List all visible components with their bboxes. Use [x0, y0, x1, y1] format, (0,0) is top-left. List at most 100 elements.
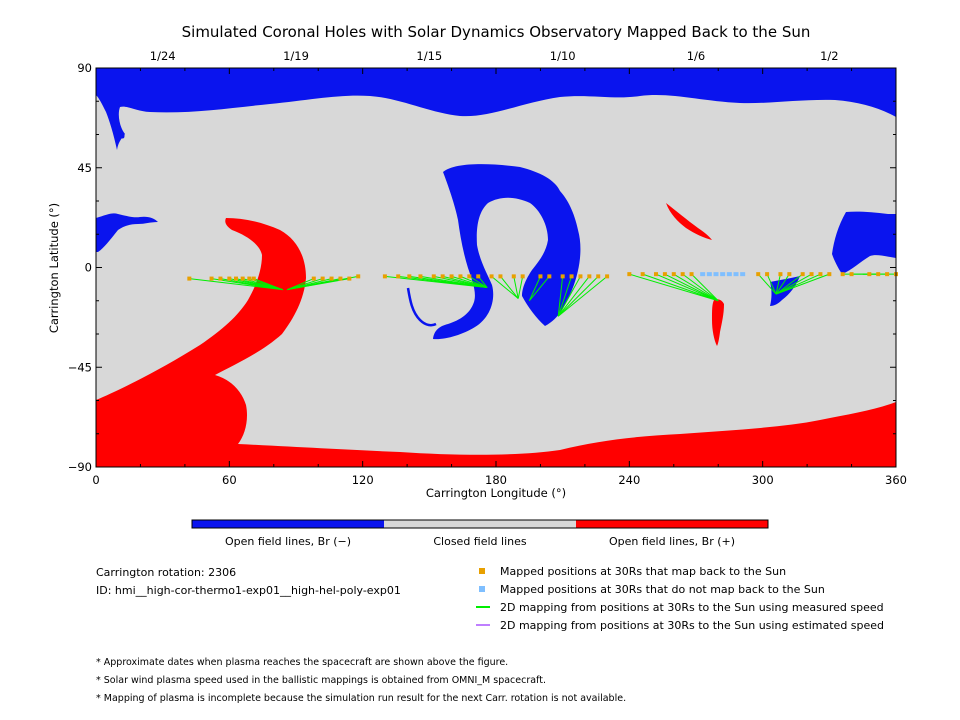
mapped-point	[818, 272, 823, 277]
mapped-point	[320, 276, 325, 281]
legend-label: Mapped positions at 30Rs that map back t…	[500, 565, 786, 578]
not-mapped-point	[726, 272, 732, 277]
mapped-point	[458, 274, 463, 279]
mapping-line	[528, 276, 550, 302]
mapping-line	[557, 276, 581, 317]
mapped-point	[840, 272, 845, 277]
mapped-point	[251, 276, 256, 281]
north-polar-streamer	[118, 126, 125, 139]
mapping-line	[500, 276, 519, 299]
mapped-point	[240, 276, 245, 281]
south-polar-coronal-hole	[96, 218, 896, 467]
mapping-line	[775, 274, 781, 295]
x-tick-label: 120	[352, 473, 374, 487]
mapped-point	[680, 272, 685, 277]
mapped-point	[578, 274, 583, 279]
mapped-point	[885, 272, 890, 277]
mapped-point	[800, 272, 805, 277]
mapped-point	[407, 274, 412, 279]
mapped-point	[311, 276, 316, 281]
mapping-line	[557, 275, 608, 317]
legend-label: 2D mapping from positions at 30Rs to the…	[500, 601, 884, 614]
mapping-line	[629, 273, 719, 302]
not-mapped-point	[720, 272, 726, 277]
mapped-point	[356, 274, 361, 279]
mapping-line	[691, 273, 719, 302]
x-tick-label: 360	[885, 473, 907, 487]
x-tick-label: 240	[618, 473, 640, 487]
x-tick-label: 300	[752, 473, 774, 487]
x-axis-label: Carrington Longitude (°)	[426, 486, 566, 500]
mapped-point	[605, 274, 610, 279]
mapping-line	[557, 276, 564, 317]
mapping-line	[642, 273, 719, 302]
mapped-point	[209, 276, 214, 281]
mapped-point	[329, 276, 334, 281]
mapped-point	[520, 274, 525, 279]
mapped-point	[440, 274, 445, 279]
mapping-line	[673, 273, 719, 302]
mapping-line	[528, 276, 541, 301]
central-coronal-hole	[433, 164, 581, 340]
mapped-point	[489, 274, 494, 279]
top-date-label: 1/2	[820, 49, 839, 63]
western-coronal-hole	[96, 213, 158, 252]
y-tick-label: 0	[85, 261, 92, 275]
mapping-line	[775, 273, 790, 295]
mapped-point	[476, 274, 481, 279]
colorbar-segment	[384, 520, 576, 528]
colorbar-segment	[576, 520, 768, 528]
y-tick-label: 45	[77, 161, 92, 175]
top-date-label: 1/15	[416, 49, 442, 63]
chart-title: Simulated Coronal Holes with Solar Dynam…	[182, 23, 811, 41]
north-polar-coronal-hole	[96, 68, 896, 150]
top-date-label: 1/10	[550, 49, 576, 63]
mapped-point	[449, 274, 454, 279]
mapping-line	[757, 273, 777, 295]
mapped-point	[247, 276, 252, 281]
top-date-label: 1/24	[150, 49, 176, 63]
mapping-line	[664, 273, 719, 302]
mapped-point	[587, 274, 592, 279]
legend: Mapped positions at 30Rs that map back t…	[476, 565, 884, 632]
mapping-line	[253, 278, 283, 291]
x-tick-label: 180	[485, 473, 507, 487]
y-axis-label: Carrington Latitude (°)	[47, 203, 61, 333]
positive-small-region	[712, 299, 724, 346]
mapped-point	[596, 274, 601, 279]
colorbar-label: Closed field lines	[433, 535, 527, 548]
mapping-line	[513, 276, 519, 299]
mapped-point	[218, 276, 223, 281]
mapped-point	[569, 274, 574, 279]
not-mapped-point	[740, 272, 746, 277]
legend-swatch	[479, 586, 485, 592]
mapped-point	[234, 276, 238, 281]
x-tick-label: 60	[222, 473, 237, 487]
run-id: ID: hmi__high-cor-thermo1-exp01__high-he…	[96, 584, 401, 597]
mapped-point	[640, 272, 645, 277]
mapped-point	[227, 276, 232, 281]
mapped-point	[756, 272, 761, 277]
top-date-label: 1/19	[283, 49, 309, 63]
mapped-point	[338, 276, 343, 281]
mapping-line	[491, 275, 519, 299]
mapped-point	[849, 272, 854, 277]
mapped-point	[498, 274, 503, 279]
top-date-label: 1/6	[687, 49, 706, 63]
mapped-point	[396, 274, 401, 279]
mapped-point	[627, 272, 632, 277]
mapped-point	[547, 274, 552, 279]
footnote: * Solar wind plasma speed used in the ba…	[96, 675, 546, 686]
mapped-point	[560, 274, 565, 279]
mapping-line	[655, 273, 719, 302]
mapped-point	[671, 272, 676, 277]
mapped-point	[765, 272, 770, 277]
colorbar-label: Open field lines, Br (−)	[225, 535, 351, 548]
mapped-point	[431, 274, 436, 279]
footnotes: * Approximate dates when plasma reaches …	[96, 657, 626, 704]
mapped-point	[827, 272, 832, 277]
mapped-point	[662, 272, 667, 277]
x-tick-label: 0	[92, 473, 99, 487]
mapping-line	[766, 273, 777, 295]
coronal-map	[96, 68, 896, 467]
